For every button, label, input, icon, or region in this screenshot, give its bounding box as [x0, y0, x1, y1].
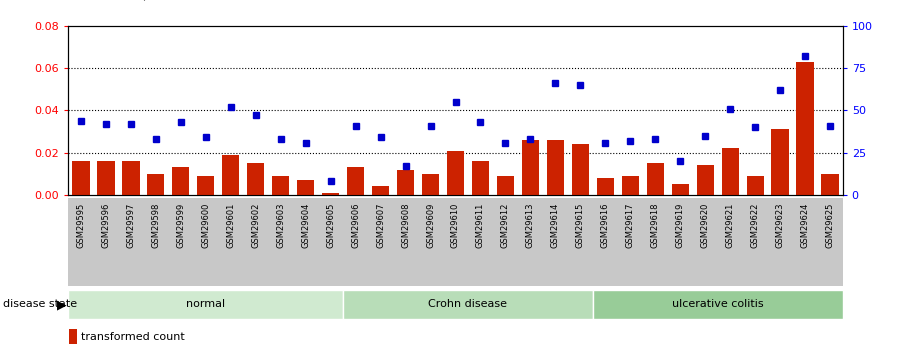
Text: GSM29601: GSM29601 — [226, 203, 235, 248]
Bar — [72, 161, 89, 195]
Bar — [343, 290, 593, 319]
Bar — [621, 176, 640, 195]
Text: Crohn disease: Crohn disease — [428, 299, 507, 309]
Text: GSM29597: GSM29597 — [127, 203, 135, 248]
Text: GSM29616: GSM29616 — [601, 203, 609, 248]
Text: GSM29599: GSM29599 — [176, 203, 185, 248]
Text: GSM29620: GSM29620 — [701, 203, 710, 248]
Text: GSM29622: GSM29622 — [751, 203, 760, 248]
Text: GSM29605: GSM29605 — [326, 203, 335, 248]
Bar — [746, 176, 764, 195]
Bar — [297, 180, 314, 195]
Text: disease state: disease state — [3, 299, 77, 309]
Bar — [472, 161, 489, 195]
Bar — [496, 176, 514, 195]
Bar — [172, 167, 189, 195]
Text: GSM29619: GSM29619 — [676, 203, 685, 248]
Text: ulcerative colitis: ulcerative colitis — [672, 299, 763, 309]
Bar — [147, 174, 165, 195]
Bar — [772, 129, 789, 195]
Text: GSM29614: GSM29614 — [551, 203, 560, 248]
Text: GSM29609: GSM29609 — [426, 203, 435, 248]
Bar — [822, 174, 839, 195]
Bar — [422, 174, 439, 195]
Bar — [347, 167, 364, 195]
Bar — [222, 155, 240, 195]
Text: GSM29598: GSM29598 — [151, 203, 160, 248]
Bar — [247, 163, 264, 195]
Text: GSM29612: GSM29612 — [501, 203, 510, 248]
Bar — [597, 178, 614, 195]
Text: GSM29617: GSM29617 — [626, 203, 635, 248]
Bar — [446, 150, 465, 195]
Text: GSM29623: GSM29623 — [776, 203, 784, 248]
Text: normal: normal — [186, 299, 225, 309]
Bar — [593, 290, 843, 319]
Text: GSM29610: GSM29610 — [451, 203, 460, 248]
Bar — [671, 184, 689, 195]
Text: GSM29613: GSM29613 — [526, 203, 535, 248]
Bar — [397, 169, 415, 195]
Text: transformed count: transformed count — [81, 332, 185, 342]
Bar — [97, 161, 115, 195]
Bar — [68, 290, 343, 319]
Bar — [271, 176, 290, 195]
Text: GSM29603: GSM29603 — [276, 203, 285, 248]
Text: GSM29618: GSM29618 — [650, 203, 660, 248]
Bar — [647, 163, 664, 195]
Bar — [697, 165, 714, 195]
Text: GSM29602: GSM29602 — [251, 203, 261, 248]
Text: GSM29615: GSM29615 — [576, 203, 585, 248]
Text: GSM29624: GSM29624 — [801, 203, 810, 248]
Bar — [322, 193, 339, 195]
Text: GSM29625: GSM29625 — [825, 203, 834, 248]
Text: GSM29607: GSM29607 — [376, 203, 385, 248]
Bar — [68, 198, 843, 286]
Bar — [372, 187, 389, 195]
Text: GSM29611: GSM29611 — [476, 203, 485, 248]
Bar — [522, 140, 539, 195]
Bar — [572, 144, 589, 195]
Text: GSM29600: GSM29600 — [201, 203, 210, 248]
Bar — [796, 62, 814, 195]
Bar — [547, 140, 564, 195]
Text: GSM29596: GSM29596 — [101, 203, 110, 248]
Bar — [69, 329, 77, 344]
Text: GSM29595: GSM29595 — [77, 203, 86, 248]
Bar — [197, 176, 214, 195]
Bar — [722, 148, 739, 195]
Text: ▶: ▶ — [57, 298, 67, 311]
Bar — [122, 161, 139, 195]
Text: GDS1330 / 11L22: GDS1330 / 11L22 — [77, 0, 194, 2]
Text: GSM29604: GSM29604 — [302, 203, 310, 248]
Text: GSM29606: GSM29606 — [351, 203, 360, 248]
Text: GSM29608: GSM29608 — [401, 203, 410, 248]
Text: GSM29621: GSM29621 — [726, 203, 735, 248]
